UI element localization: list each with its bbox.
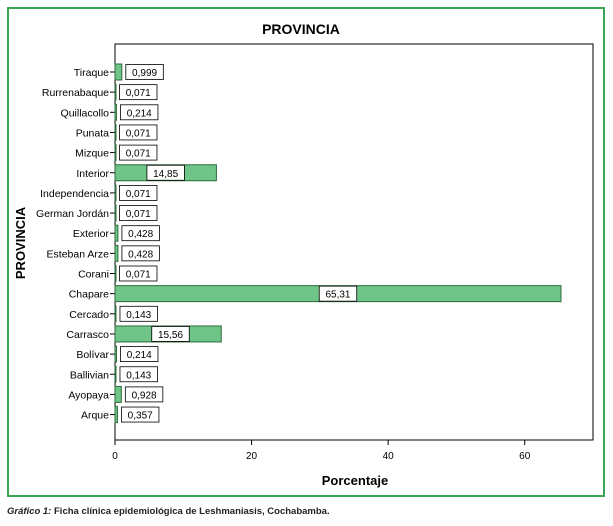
data-label: 0,071 <box>126 209 151 220</box>
data-label: 0,999 <box>132 68 157 79</box>
category-label: Carrasco <box>66 329 109 341</box>
bar <box>114 345 117 363</box>
bar <box>114 204 117 222</box>
data-label-box <box>119 205 158 221</box>
category-label: Cercado <box>69 309 109 321</box>
data-label-box <box>121 245 160 262</box>
data-label-box <box>120 104 159 121</box>
category-label: Arque <box>81 410 109 422</box>
data-label: 0,071 <box>126 88 151 99</box>
data-label: 0,428 <box>128 249 153 260</box>
category-label: Ballivian <box>70 369 109 381</box>
x-axis-title: Porcentaje <box>322 473 388 488</box>
bar <box>114 83 117 101</box>
bar <box>114 406 118 424</box>
x-tick-label: 40 <box>383 451 395 462</box>
data-label: 0,071 <box>126 189 151 200</box>
category-label: Tiraque <box>74 67 109 79</box>
category-label: Exterior <box>73 228 110 240</box>
bar <box>114 123 117 141</box>
data-label: 0,214 <box>127 350 152 361</box>
data-label-box <box>151 326 190 342</box>
data-label: 0,071 <box>126 149 151 160</box>
data-label-box <box>121 406 160 423</box>
category-label: Mizque <box>75 148 109 160</box>
data-label: 0,928 <box>132 390 157 401</box>
category-label: Independencia <box>40 188 109 200</box>
data-label-box <box>124 386 164 403</box>
caption-text: Ficha clínica epidemiológica de Leshmani… <box>54 506 330 517</box>
chart-title: PROVINCIA <box>262 21 340 37</box>
category-label: Corani <box>78 269 109 281</box>
chart-plot-group: PROVINCIA PROVINCIA Porcentaje 0 20 40 60 Ti… <box>13 21 594 488</box>
data-label: 0,143 <box>126 370 151 381</box>
category-label: Esteban Arze <box>47 248 110 260</box>
category-label: Rurrenabaque <box>42 87 109 99</box>
bar <box>114 63 123 81</box>
caption-label: Gráfico 1: <box>7 506 52 517</box>
y-axis-title: PROVINCIA <box>13 206 28 279</box>
data-label: 0,214 <box>127 108 152 119</box>
bar <box>114 385 122 403</box>
bar <box>114 365 117 383</box>
category-label: Quillacollo <box>61 107 110 119</box>
data-label-box <box>119 84 158 101</box>
data-label-box <box>146 164 185 181</box>
bar <box>114 305 117 323</box>
plot-area <box>114 43 594 441</box>
category-label: Ayopaya <box>68 389 109 401</box>
data-label-box <box>119 265 158 282</box>
x-tick-label: 60 <box>519 451 531 462</box>
figure-caption: Gráfico 1: Ficha clínica epidemiológica … <box>7 506 330 517</box>
category-label: Chapare <box>69 289 109 301</box>
data-label: 0,428 <box>128 229 153 240</box>
data-label-box <box>119 366 158 383</box>
data-label-box <box>119 184 158 201</box>
data-label: 0,071 <box>126 270 151 281</box>
data-label-box <box>125 64 164 80</box>
bar <box>114 224 119 242</box>
bar <box>114 103 117 121</box>
category-label: German Jordán <box>36 208 109 220</box>
category-label: Interior <box>76 168 109 180</box>
category-label: Punata <box>76 127 109 139</box>
data-label-box <box>119 144 158 161</box>
bar-chart: PROVINCIA PROVINCIA Porcentaje 0 20 40 60 Ti… <box>13 21 594 488</box>
data-label-box <box>119 305 158 322</box>
bar <box>114 244 119 262</box>
x-tick-label: 20 <box>246 451 258 462</box>
data-label-box <box>121 225 160 242</box>
data-label-box <box>119 124 158 141</box>
data-label: 15,56 <box>158 330 183 341</box>
data-label: 0,357 <box>128 411 153 422</box>
data-label-box <box>318 285 358 302</box>
x-tick-label: 0 <box>112 451 118 462</box>
bar <box>114 144 117 162</box>
bar <box>114 184 117 202</box>
data-label: 0,143 <box>126 310 151 321</box>
category-label: Bolívar <box>76 349 109 361</box>
data-label: 14,85 <box>153 169 178 180</box>
bar <box>114 265 117 282</box>
data-label: 0,071 <box>126 128 151 139</box>
data-label: 65,31 <box>325 290 350 301</box>
data-label-box <box>120 346 159 363</box>
